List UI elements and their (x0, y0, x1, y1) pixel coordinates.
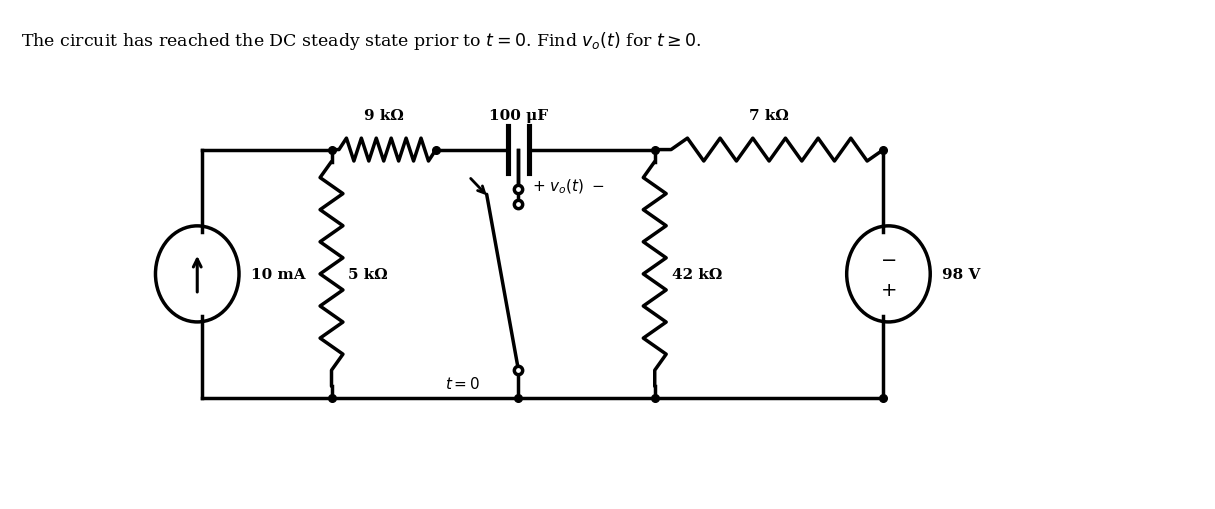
Text: $+\ v_o(t)\ -$: $+\ v_o(t)\ -$ (532, 177, 605, 195)
Text: 7 kΩ: 7 kΩ (750, 108, 789, 123)
Text: 9 kΩ: 9 kΩ (363, 108, 403, 123)
Text: 5 kΩ: 5 kΩ (349, 267, 388, 281)
Text: $-$: $-$ (881, 249, 897, 268)
Text: 100 μF: 100 μF (488, 108, 548, 123)
Text: The circuit has reached the DC steady state prior to $t=0$. Find $v_o(t)$ for $t: The circuit has reached the DC steady st… (21, 30, 702, 52)
Text: $+$: $+$ (881, 281, 897, 299)
Text: 98 V: 98 V (942, 267, 981, 281)
Text: $t=0$: $t=0$ (446, 376, 481, 391)
Text: 42 kΩ: 42 kΩ (672, 267, 722, 281)
Text: 10 mA: 10 mA (252, 267, 306, 281)
